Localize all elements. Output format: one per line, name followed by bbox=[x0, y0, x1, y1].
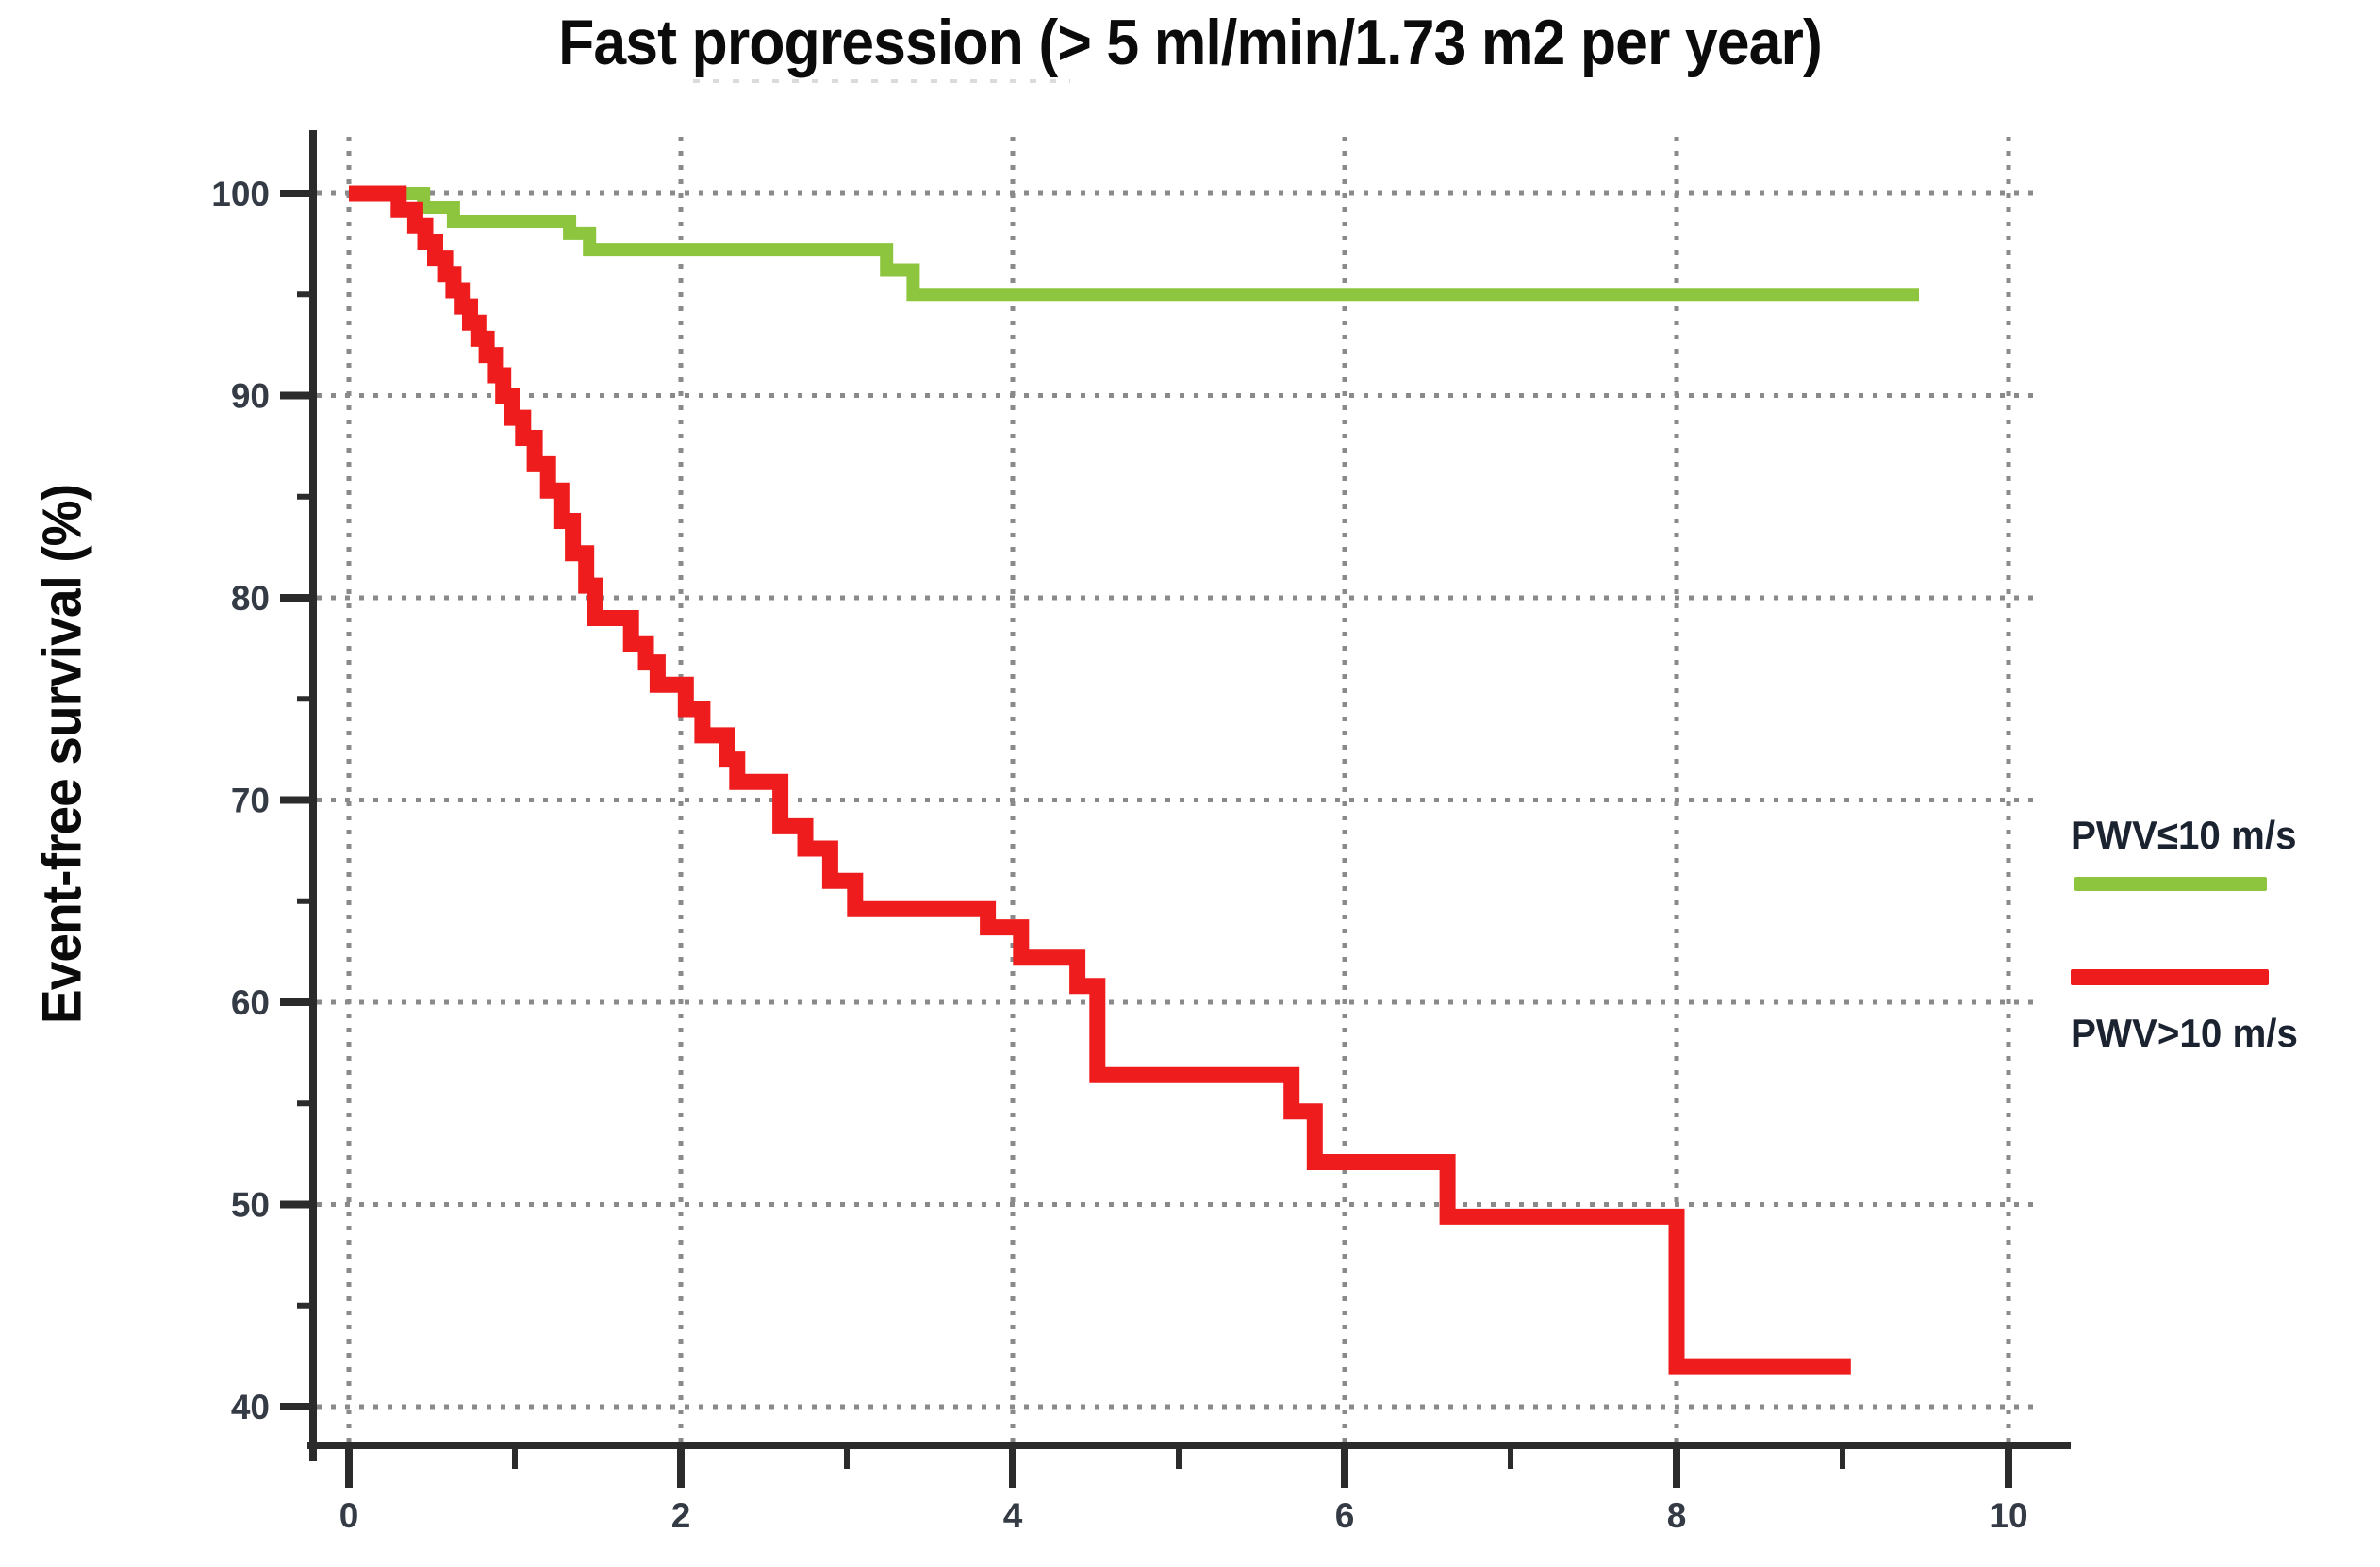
y-tick-label-50: 50 bbox=[231, 1186, 270, 1225]
legend-swatch-red bbox=[2071, 969, 2269, 985]
curve-pwv-le-10 bbox=[349, 187, 1919, 302]
y-tick-label-40: 40 bbox=[231, 1388, 270, 1427]
y-tick-label-60: 60 bbox=[231, 983, 270, 1022]
x-tick-label-4: 4 bbox=[1003, 1496, 1023, 1535]
x-tick-label-8: 8 bbox=[1667, 1496, 1687, 1535]
x-tick-label-0: 0 bbox=[339, 1496, 359, 1535]
curve-pwv-gt-10 bbox=[349, 185, 1851, 1375]
y-tick-label-90: 90 bbox=[231, 377, 270, 416]
x-tick-label-10: 10 bbox=[1989, 1496, 2027, 1535]
legend-label-pwv-gt-10: PWV>10 m/s bbox=[2071, 1011, 2298, 1055]
x-tick-label-6: 6 bbox=[1335, 1496, 1355, 1535]
chart-title: Fast progression (> 5 ml/min/1.73 m2 per… bbox=[558, 7, 1823, 78]
y-tick-label-100: 100 bbox=[211, 174, 270, 213]
x-tick-label-2: 2 bbox=[671, 1496, 691, 1535]
y-tick-label-80: 80 bbox=[231, 579, 270, 618]
y-tick-label-70: 70 bbox=[231, 782, 270, 820]
legend-label-pwv-le-10: PWV≤10 m/s bbox=[2071, 813, 2297, 857]
legend-swatch-green bbox=[2074, 877, 2267, 891]
